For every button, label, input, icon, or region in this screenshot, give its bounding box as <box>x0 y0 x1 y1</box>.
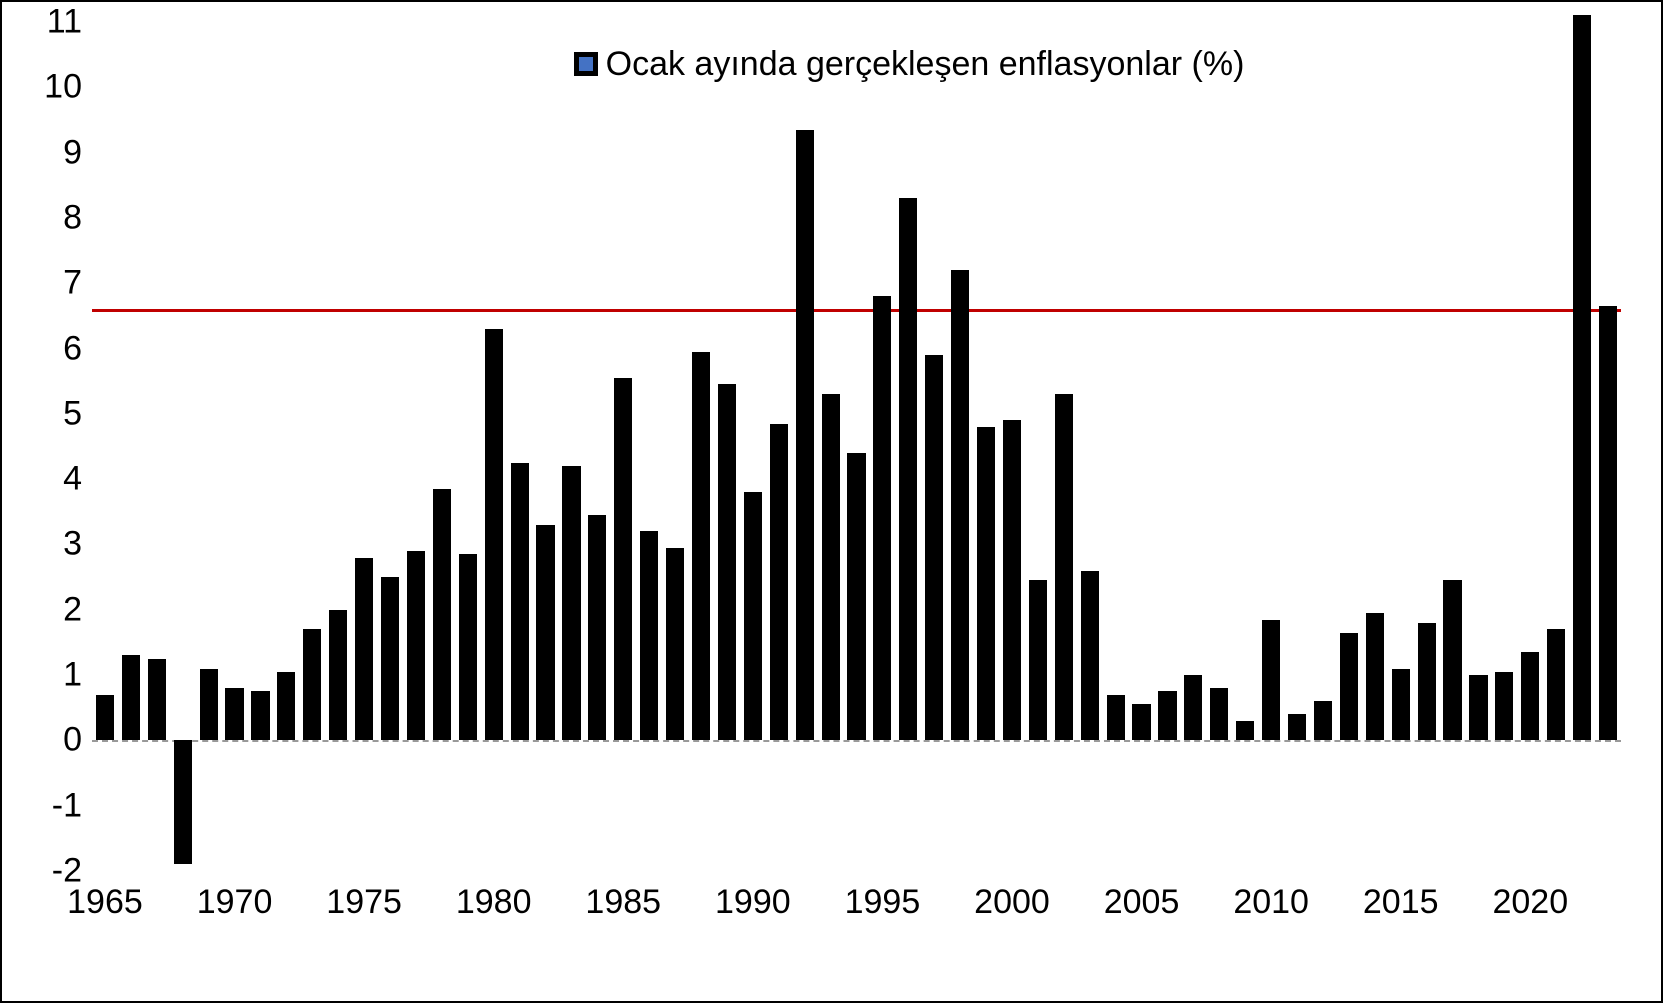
bar <box>666 548 684 741</box>
bar <box>96 695 114 741</box>
bar <box>1158 691 1176 740</box>
bar <box>303 629 321 740</box>
bar <box>1132 704 1150 740</box>
y-tick-label: 8 <box>63 198 92 237</box>
x-tick-label: 1975 <box>326 871 402 922</box>
x-tick-label: 1980 <box>456 871 532 922</box>
bar <box>381 577 399 740</box>
x-tick-label: 2005 <box>1104 871 1180 922</box>
bar <box>1392 669 1410 741</box>
bar <box>951 270 969 740</box>
x-tick-label: 2015 <box>1363 871 1439 922</box>
y-tick-label: 3 <box>63 525 92 564</box>
y-tick-label: -1 <box>52 786 92 825</box>
bar <box>536 525 554 741</box>
bar <box>562 466 580 740</box>
y-tick-label: 2 <box>63 590 92 629</box>
bar <box>744 492 762 740</box>
x-tick-label: 1965 <box>67 871 143 922</box>
bar <box>1107 695 1125 741</box>
bar <box>796 130 814 741</box>
bar <box>511 463 529 741</box>
y-tick-label: 4 <box>63 460 92 499</box>
y-tick-label: 9 <box>63 133 92 172</box>
plot-area: -2-1012345678910111965197019751980198519… <box>92 22 1621 871</box>
bar <box>718 384 736 740</box>
bar <box>1055 394 1073 740</box>
bar <box>1236 721 1254 741</box>
bar <box>770 424 788 741</box>
bar <box>277 672 295 741</box>
bar <box>459 554 477 740</box>
bar <box>1340 633 1358 741</box>
bars-layer <box>92 22 1621 871</box>
bar <box>1029 580 1047 740</box>
bar <box>1418 623 1436 741</box>
bar <box>588 515 606 740</box>
bar <box>1443 580 1461 740</box>
bar <box>225 688 243 740</box>
y-tick-label: 6 <box>63 329 92 368</box>
bar <box>122 655 140 740</box>
legend-swatch-icon <box>574 52 598 76</box>
x-tick-label: 2020 <box>1492 871 1568 922</box>
bar <box>1469 675 1487 740</box>
bar <box>614 378 632 740</box>
bar <box>174 740 192 864</box>
bar <box>1184 675 1202 740</box>
bar <box>899 198 917 740</box>
bar <box>822 394 840 740</box>
legend-label: Ocak ayında gerçekleşen enflasyonlar (%) <box>606 45 1245 84</box>
bar <box>925 355 943 740</box>
legend: Ocak ayında gerçekleşen enflasyonlar (%) <box>574 45 1245 84</box>
y-tick-label: 7 <box>63 264 92 303</box>
bar <box>407 551 425 740</box>
bar <box>329 610 347 741</box>
bar <box>251 691 269 740</box>
bar <box>1521 652 1539 740</box>
bar <box>640 531 658 740</box>
bar <box>977 427 995 740</box>
bar <box>1366 613 1384 740</box>
bar <box>1288 714 1306 740</box>
bar <box>1081 571 1099 741</box>
bar <box>1547 629 1565 740</box>
bar <box>1573 15 1591 740</box>
bar <box>1599 306 1617 740</box>
bar <box>148 659 166 741</box>
bar <box>1314 701 1332 740</box>
bar <box>847 453 865 740</box>
x-tick-label: 2000 <box>974 871 1050 922</box>
bar <box>873 296 891 740</box>
x-tick-label: 1985 <box>585 871 661 922</box>
y-tick-label: 1 <box>63 656 92 695</box>
bar <box>200 669 218 741</box>
bar <box>1495 672 1513 741</box>
bar <box>692 352 710 741</box>
bar <box>1262 620 1280 741</box>
y-tick-label: 11 <box>47 3 92 42</box>
x-tick-label: 2010 <box>1233 871 1309 922</box>
x-tick-label: 1970 <box>197 871 273 922</box>
bar <box>355 558 373 741</box>
x-tick-label: 1995 <box>845 871 921 922</box>
y-tick-label: 5 <box>63 394 92 433</box>
bar <box>1003 420 1021 740</box>
y-tick-label: 0 <box>63 721 92 760</box>
bar <box>485 329 503 740</box>
y-tick-label: 10 <box>44 68 92 107</box>
bar <box>433 489 451 740</box>
chart-container: -2-1012345678910111965197019751980198519… <box>0 0 1663 1003</box>
bar <box>1210 688 1228 740</box>
x-tick-label: 1990 <box>715 871 791 922</box>
